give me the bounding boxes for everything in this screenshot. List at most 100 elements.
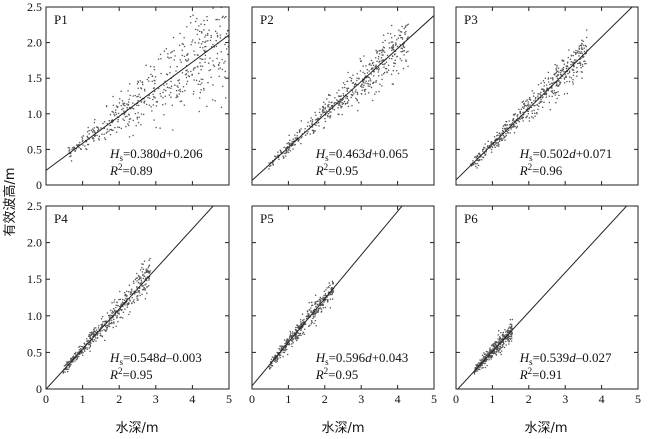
data-point	[389, 33, 392, 35]
data-point	[201, 65, 204, 68]
data-point	[553, 89, 555, 92]
data-point	[365, 80, 367, 82]
r-squared: R2=0.95	[315, 366, 359, 382]
data-point	[150, 73, 152, 76]
data-point	[139, 277, 141, 280]
data-point	[224, 60, 226, 63]
data-point	[219, 37, 222, 39]
data-point	[178, 93, 181, 95]
data-point	[76, 357, 79, 360]
data-point	[578, 45, 581, 47]
data-point	[108, 323, 110, 326]
data-point	[486, 351, 489, 353]
data-point	[86, 348, 89, 350]
data-point	[87, 339, 89, 342]
data-point	[138, 289, 140, 292]
panel-frame	[251, 6, 435, 186]
data-point	[334, 96, 336, 99]
data-point	[358, 78, 360, 80]
data-point	[192, 90, 195, 93]
data-point	[116, 312, 119, 314]
data-point	[147, 96, 149, 99]
data-point	[346, 97, 349, 100]
data-point	[126, 106, 128, 109]
data-point	[106, 324, 108, 327]
data-point	[78, 349, 81, 351]
data-point	[132, 95, 134, 97]
data-point	[321, 105, 324, 108]
data-point	[93, 127, 96, 129]
data-point	[525, 100, 527, 102]
data-point	[328, 103, 330, 106]
data-point	[566, 61, 569, 63]
data-point	[578, 62, 580, 65]
data-point	[536, 103, 538, 106]
data-point	[212, 99, 214, 101]
data-point	[137, 99, 139, 102]
x-tick-label: 2	[116, 392, 122, 406]
data-point	[501, 341, 504, 343]
data-point	[66, 368, 68, 371]
data-point	[92, 129, 95, 131]
x-tick-label: 2	[322, 392, 328, 406]
data-point	[400, 51, 402, 53]
data-point	[575, 49, 577, 52]
data-point	[324, 108, 326, 110]
data-point	[218, 68, 220, 70]
data-point	[300, 128, 302, 130]
data-point	[503, 346, 506, 349]
data-point	[314, 111, 316, 114]
data-point	[115, 306, 117, 309]
data-point	[199, 62, 201, 64]
data-point	[324, 120, 327, 123]
data-point	[190, 43, 192, 46]
data-point	[68, 360, 70, 363]
data-point	[138, 275, 141, 278]
data-point	[522, 111, 524, 114]
data-point	[493, 135, 496, 138]
data-point	[510, 335, 513, 337]
data-point	[514, 113, 517, 115]
data-point	[474, 156, 476, 158]
data-point	[118, 309, 120, 312]
data-point	[332, 282, 334, 284]
data-point	[109, 322, 112, 325]
data-point	[377, 55, 380, 58]
r-squared: R2=0.91	[519, 366, 563, 382]
data-point	[545, 92, 547, 95]
data-point	[502, 127, 504, 130]
data-point	[312, 309, 315, 312]
data-point	[203, 23, 206, 26]
data-point	[197, 83, 199, 85]
data-point	[405, 51, 408, 54]
data-point	[219, 67, 222, 69]
data-point	[490, 344, 493, 347]
data-point	[508, 343, 510, 345]
data-point	[314, 316, 316, 318]
data-point	[124, 116, 127, 118]
data-point	[112, 316, 114, 319]
data-point	[92, 136, 94, 139]
data-point	[509, 318, 512, 321]
data-point	[286, 142, 288, 145]
data-point	[95, 126, 98, 128]
data-point	[521, 106, 524, 108]
data-point	[576, 70, 579, 73]
data-point	[396, 55, 399, 58]
data-point	[583, 50, 586, 53]
data-point	[95, 340, 97, 342]
data-point	[314, 294, 317, 297]
data-point	[360, 86, 363, 88]
data-point	[170, 80, 172, 83]
data-point	[163, 84, 165, 86]
data-point	[329, 284, 331, 287]
data-point	[73, 352, 76, 355]
data-point	[304, 328, 306, 330]
data-point	[82, 135, 85, 137]
data-point	[523, 103, 525, 105]
data-point	[306, 310, 309, 313]
data-point	[515, 122, 517, 124]
data-point	[138, 278, 140, 281]
data-point	[204, 41, 206, 44]
data-point	[341, 103, 344, 105]
